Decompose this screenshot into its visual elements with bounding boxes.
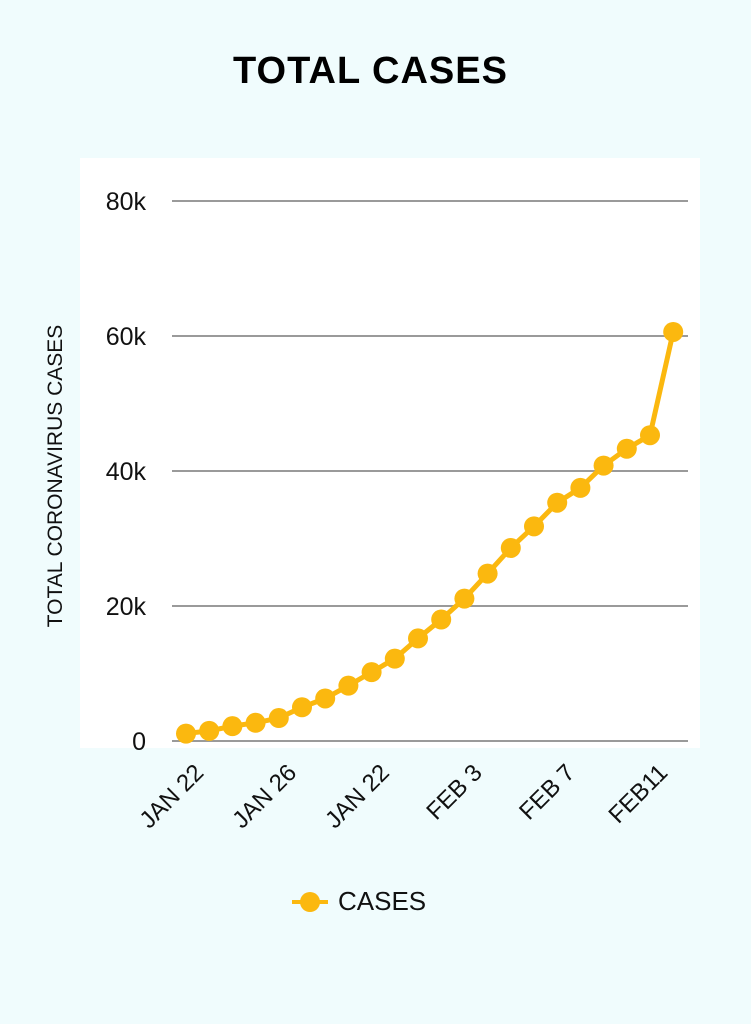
- data-point: [176, 723, 196, 744]
- data-point: [222, 716, 243, 737]
- legend-label: CASES: [338, 886, 427, 916]
- data-point: [477, 563, 498, 584]
- data-point: [593, 455, 614, 476]
- x-tick-label: JAN 26: [227, 759, 302, 834]
- y-tick-label: 0: [132, 728, 146, 756]
- legend: CASES: [292, 886, 426, 917]
- data-point: [500, 537, 521, 558]
- x-tick-label: FEB 7: [514, 759, 580, 825]
- y-axis-label: TOTAL CORONAVIRUS CASES: [44, 325, 67, 628]
- data-point: [616, 438, 637, 459]
- data-point: [199, 720, 220, 741]
- series-cases: [176, 321, 684, 744]
- data-point: [315, 688, 336, 709]
- y-tick-label: 40k: [106, 458, 147, 486]
- data-point: [384, 648, 405, 669]
- data-point: [245, 712, 266, 733]
- data-point: [570, 477, 591, 498]
- data-point: [547, 492, 568, 513]
- x-axis-ticks: JAN 22 JAN 26 JAN 22 FEB 3 FEB 7 FEB11: [134, 759, 673, 834]
- plot-area: [80, 158, 700, 748]
- data-point: [524, 516, 544, 537]
- y-tick-label: 60k: [106, 323, 147, 351]
- x-tick-label: JAN 22: [134, 759, 209, 834]
- legend-marker-icon: [292, 891, 328, 913]
- data-point: [431, 609, 452, 630]
- data-point: [640, 425, 660, 446]
- y-tick-label: 80k: [106, 188, 147, 216]
- data-point: [408, 628, 428, 649]
- data-point: [361, 662, 382, 683]
- x-tick-label: FEB11: [604, 759, 674, 829]
- y-axis-ticks: 0 20k 40k 60k 80k: [106, 188, 147, 756]
- data-point: [454, 588, 475, 609]
- chart-title: TOTAL CASES: [233, 50, 508, 92]
- data-point: [338, 675, 359, 696]
- series-line: [183, 329, 676, 737]
- y-tick-label: 20k: [106, 593, 147, 621]
- data-point: [268, 708, 289, 729]
- data-point: [663, 321, 684, 342]
- x-tick-label: JAN 22: [320, 759, 395, 834]
- x-tick-label: FEB 3: [421, 759, 487, 825]
- data-point: [292, 697, 312, 718]
